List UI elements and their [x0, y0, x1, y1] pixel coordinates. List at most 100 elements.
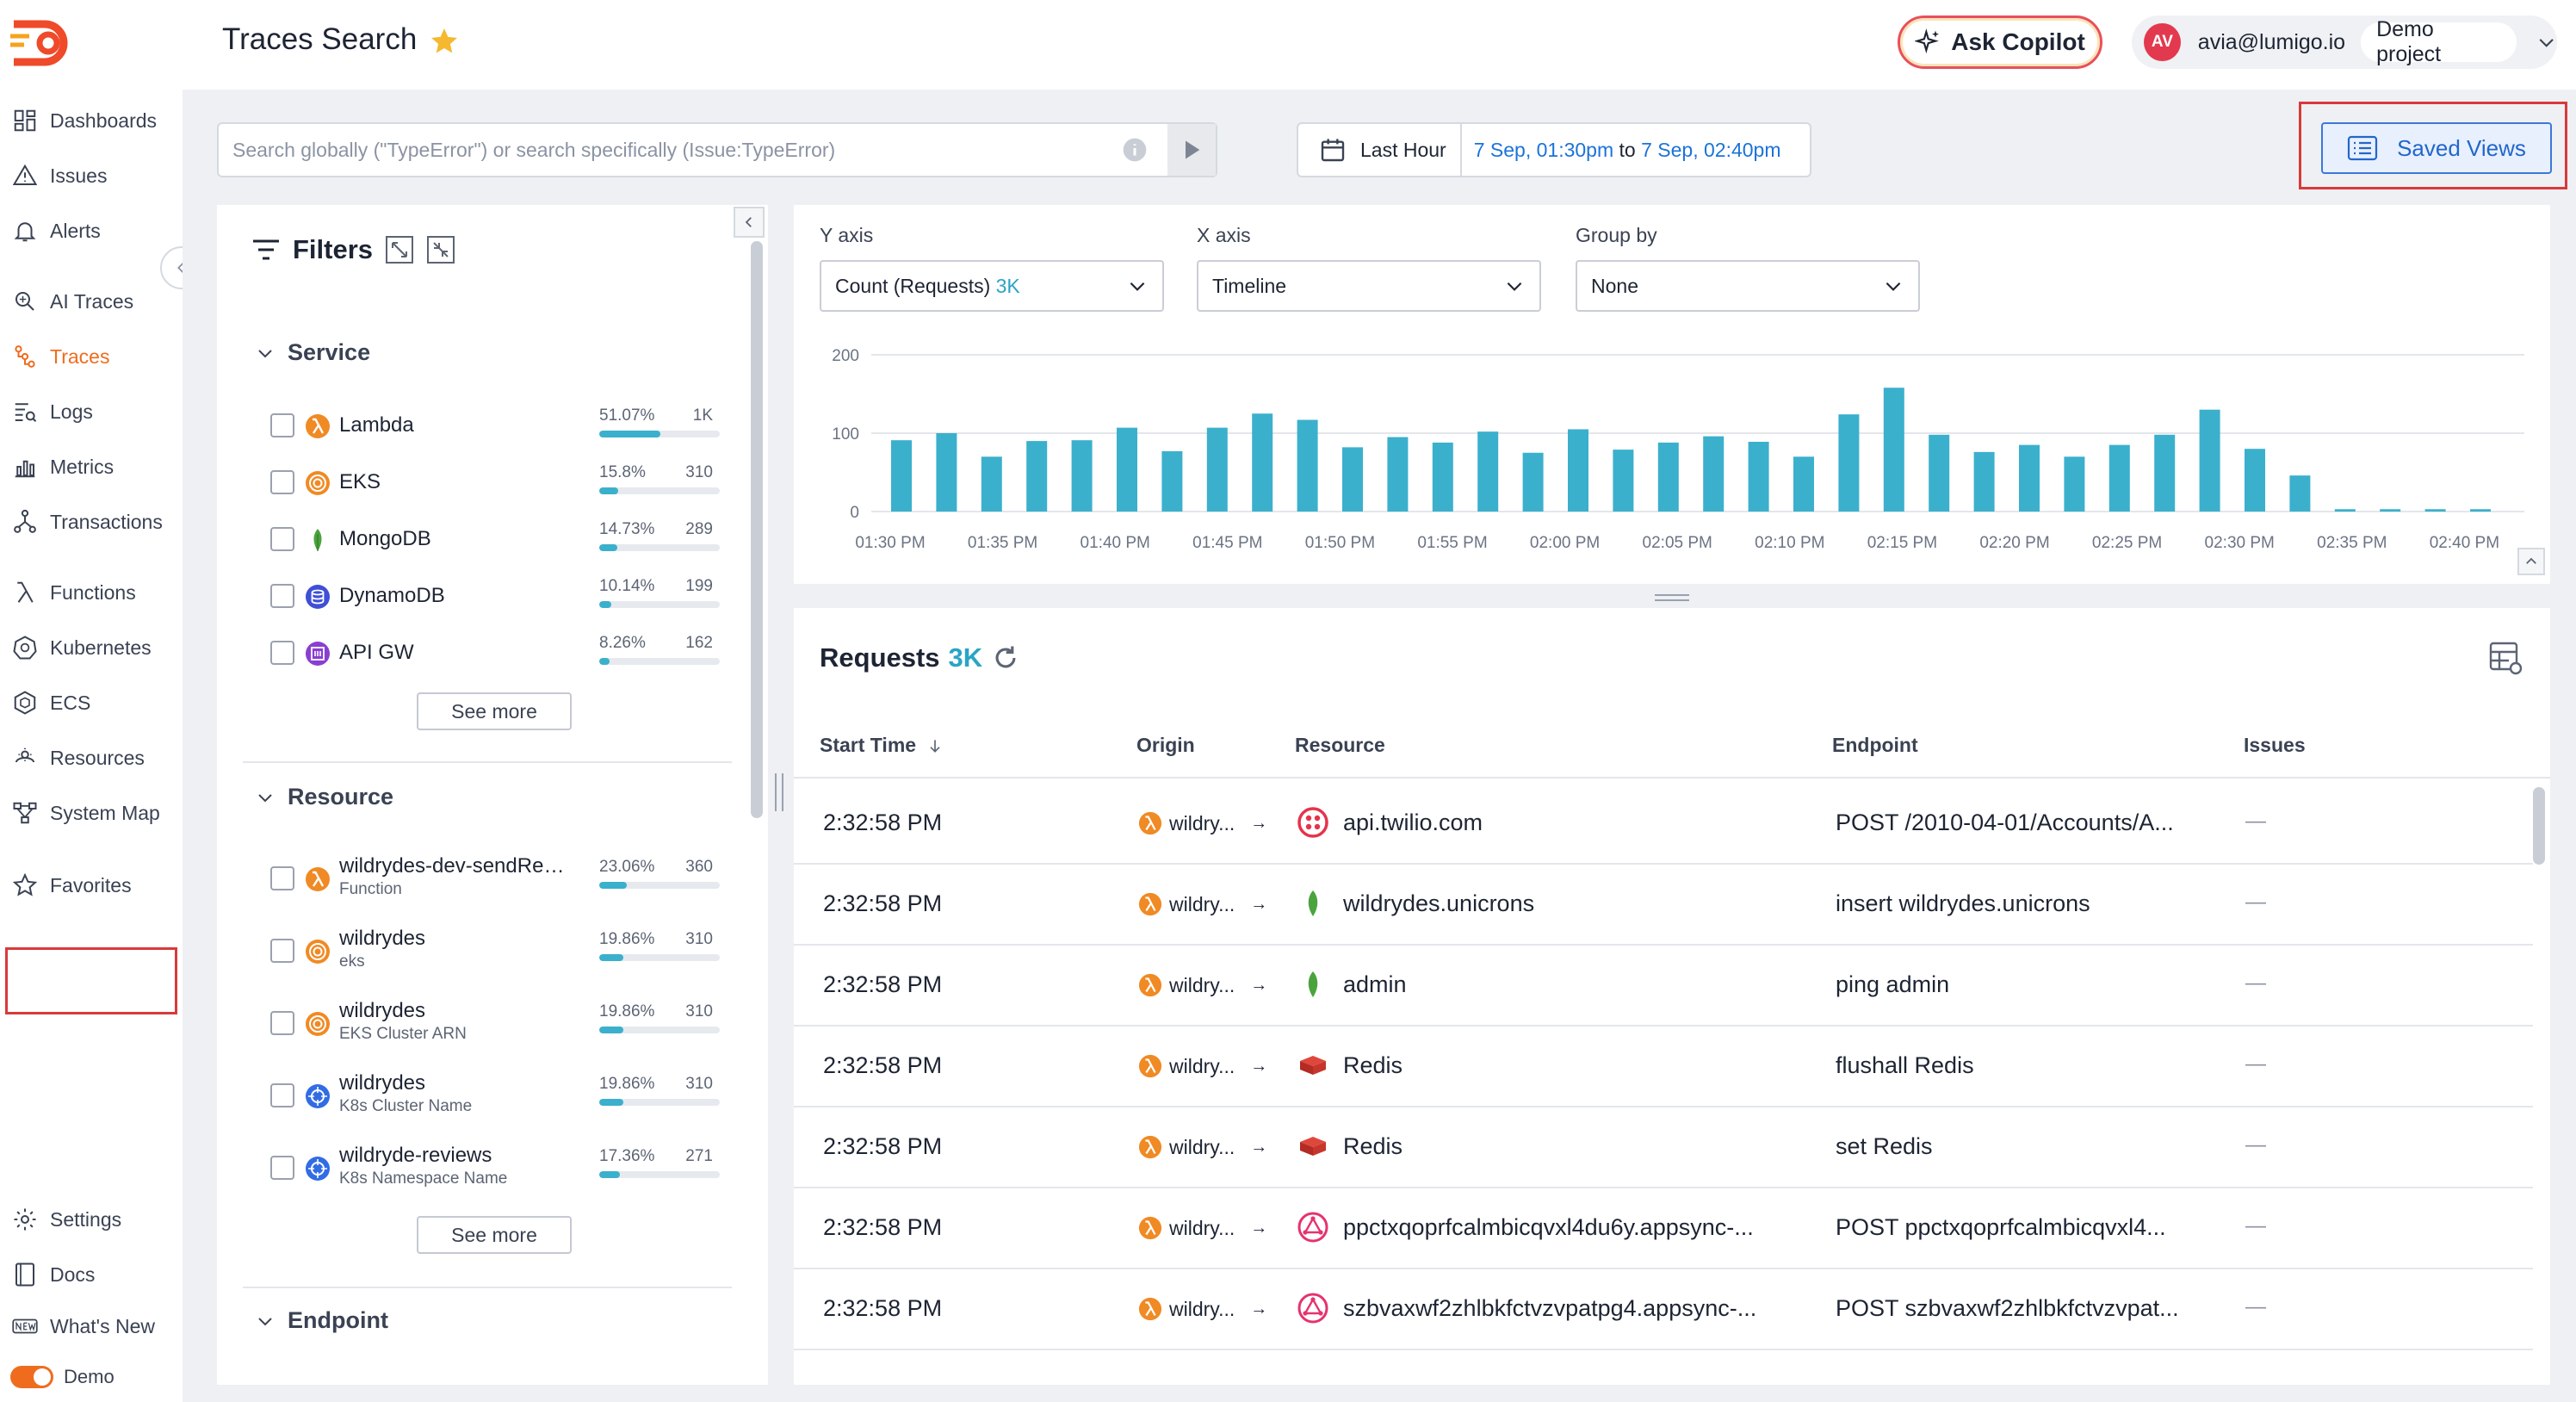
resource-see-more-button[interactable]: See more: [417, 1216, 572, 1254]
lumigo-logo[interactable]: [10, 19, 81, 67]
collapse-all-icon[interactable]: [426, 235, 455, 264]
chart-bar[interactable]: [1161, 450, 1183, 512]
y-axis-dropdown[interactable]: Count (Requests) 3K: [820, 260, 1164, 312]
column-header-origin[interactable]: Origin: [1136, 734, 1195, 757]
service-section-header[interactable]: Service: [255, 339, 370, 366]
table-row[interactable]: 2:32:58 PM wildry... → api.twilio.com POS…: [794, 784, 2533, 865]
chart-bar[interactable]: [1342, 447, 1363, 512]
chart-bar[interactable]: [2334, 509, 2356, 512]
origin-cell[interactable]: wildry... →: [1138, 973, 1267, 997]
sidebar-item-ecs[interactable]: ECS: [12, 685, 90, 720]
filter-checkbox[interactable]: [270, 470, 294, 494]
chart-bar[interactable]: [2019, 444, 2040, 512]
chart-bar[interactable]: [981, 456, 1002, 512]
chart-bar[interactable]: [1071, 440, 1093, 512]
column-header-start-time[interactable]: Start Time: [820, 734, 944, 757]
filter-row-eks[interactable]: EKS 15.8% 310: [270, 458, 723, 503]
service-see-more-button[interactable]: See more: [417, 692, 572, 730]
chart-bar[interactable]: [1929, 434, 1950, 512]
table-scrollbar[interactable]: [2533, 787, 2545, 865]
collapse-chart-button[interactable]: [2517, 548, 2545, 575]
chart-bar[interactable]: [891, 440, 912, 512]
filter-checkbox[interactable]: [270, 866, 294, 890]
demo-toggle[interactable]: Demo: [10, 1366, 115, 1388]
sidebar-item-resources[interactable]: Resources: [12, 741, 145, 775]
run-search-button[interactable]: [1167, 124, 1216, 176]
drag-handle-icon[interactable]: [1653, 592, 1691, 603]
expand-all-icon[interactable]: [385, 235, 414, 264]
search-bar[interactable]: Search globally ("TypeError") or search …: [217, 122, 1217, 177]
sidebar-item-alerts[interactable]: Alerts: [12, 214, 101, 248]
chart-bar[interactable]: [1477, 431, 1499, 512]
chart-bar[interactable]: [2424, 509, 2446, 512]
filter-checkbox[interactable]: [270, 1011, 294, 1035]
table-row[interactable]: 2:32:58 PM wildry... → Redis set Redis —: [794, 1107, 2533, 1188]
filter-row-resource[interactable]: wildrydes eks 19.86% 310: [270, 920, 723, 980]
origin-cell[interactable]: wildry... →: [1138, 1054, 1267, 1078]
filter-row-resource[interactable]: wildrydes-dev-sendRece... Function 23.06…: [270, 847, 723, 908]
chart-bar[interactable]: [2289, 475, 2311, 512]
chart-bar[interactable]: [2199, 409, 2220, 512]
resource-section-header[interactable]: Resource: [255, 784, 393, 810]
chart-bar[interactable]: [1703, 436, 1725, 512]
sidebar-item-system-map[interactable]: System Map: [12, 796, 160, 830]
table-row[interactable]: 2:32:58 PM wildry... → ppctxqoprfcalmbicq…: [794, 1188, 2533, 1269]
search-input[interactable]: Search globally ("TypeError") or search …: [232, 138, 836, 161]
filter-checkbox[interactable]: [270, 939, 294, 963]
chart-bar[interactable]: [1387, 437, 1409, 512]
origin-cell[interactable]: wildry... →: [1138, 811, 1267, 835]
chart-bar[interactable]: [2245, 449, 2265, 512]
chart-bar[interactable]: [2064, 456, 2085, 512]
chart-bar[interactable]: [936, 433, 957, 512]
endpoint-section-header[interactable]: Endpoint: [255, 1307, 388, 1334]
account-menu[interactable]: AV avia@lumigo.io Demo project: [2132, 16, 2557, 69]
sidebar-item-whats-new[interactable]: What's New: [12, 1309, 155, 1343]
resource-cell[interactable]: wildrydes.unicrons: [1297, 887, 1534, 920]
chart-bar[interactable]: [1432, 442, 1453, 512]
chart-bar[interactable]: [2154, 434, 2176, 512]
sidebar-item-transactions[interactable]: Transactions: [12, 505, 163, 539]
chart-bar[interactable]: [1748, 442, 1769, 512]
table-row[interactable]: 2:32:58 PM wildry... → admin ping admin —: [794, 946, 2533, 1027]
time-range-picker[interactable]: Last Hour 7 Sep, 01:30pm to 7 Sep, 02:40…: [1297, 122, 1811, 177]
chart-bar[interactable]: [1297, 419, 1318, 512]
time-range-text[interactable]: 7 Sep, 01:30pm to 7 Sep, 02:40pm: [1474, 139, 1781, 162]
info-icon[interactable]: [1121, 136, 1149, 164]
origin-cell[interactable]: wildry... →: [1138, 1216, 1267, 1240]
chart-bar[interactable]: [1613, 450, 1634, 512]
sidebar-item-traces[interactable]: Traces: [12, 339, 109, 374]
sidebar-item-kubernetes[interactable]: Kubernetes: [12, 630, 152, 665]
table-settings-icon[interactable]: [2488, 641, 2524, 677]
sidebar-item-favorites[interactable]: Favorites: [12, 868, 132, 903]
favorite-star-icon[interactable]: [429, 26, 460, 57]
group-by-dropdown[interactable]: None: [1576, 260, 1920, 312]
collapse-filters-button[interactable]: [734, 207, 765, 238]
sidebar-item-settings[interactable]: Settings: [12, 1202, 121, 1237]
resource-cell[interactable]: admin: [1297, 968, 1407, 1001]
filter-row-resource[interactable]: wildrydes EKS Cluster ARN 19.86% 310: [270, 992, 723, 1052]
toggle-switch[interactable]: [10, 1366, 53, 1388]
filter-row-resource[interactable]: wildrydes K8s Cluster Name 19.86% 310: [270, 1064, 723, 1125]
filter-row-mongodb[interactable]: MongoDB 14.73% 289: [270, 515, 723, 560]
chart-bar[interactable]: [1252, 413, 1273, 512]
filter-checkbox[interactable]: [270, 1083, 294, 1107]
requests-bar-chart[interactable]: 0 100 200 01:30 PM 01:35 PM 01:40 PM 01:45 PM 0…: [794, 334, 2550, 584]
sidebar-item-functions[interactable]: Functions: [12, 575, 136, 610]
filter-row-resource[interactable]: wildryde-reviews K8s Namespace Name 17.3…: [270, 1137, 723, 1197]
sidebar-item-docs[interactable]: Docs: [12, 1257, 95, 1292]
sidebar-item-issues[interactable]: Issues: [12, 158, 107, 193]
chart-bar[interactable]: [2470, 509, 2491, 512]
chart-bar[interactable]: [1793, 456, 1814, 512]
filter-checkbox[interactable]: [270, 1156, 294, 1180]
chart-bar[interactable]: [2108, 444, 2130, 512]
chart-bar[interactable]: [1883, 388, 1904, 512]
sidebar-item-ai-traces[interactable]: AI Traces: [12, 284, 133, 319]
refresh-icon[interactable]: [991, 643, 1020, 673]
filter-row-lambda[interactable]: Lambda 51.07% 1K: [270, 401, 723, 446]
filters-scrollbar[interactable]: [751, 241, 763, 818]
project-selector[interactable]: Demo project: [2361, 17, 2517, 66]
filter-row-api-gw[interactable]: API GW 8.26% 162: [270, 629, 723, 673]
chart-bar[interactable]: [1206, 427, 1228, 512]
time-preset-label[interactable]: Last Hour: [1360, 123, 1462, 177]
chevron-down-icon[interactable]: [2536, 31, 2557, 53]
